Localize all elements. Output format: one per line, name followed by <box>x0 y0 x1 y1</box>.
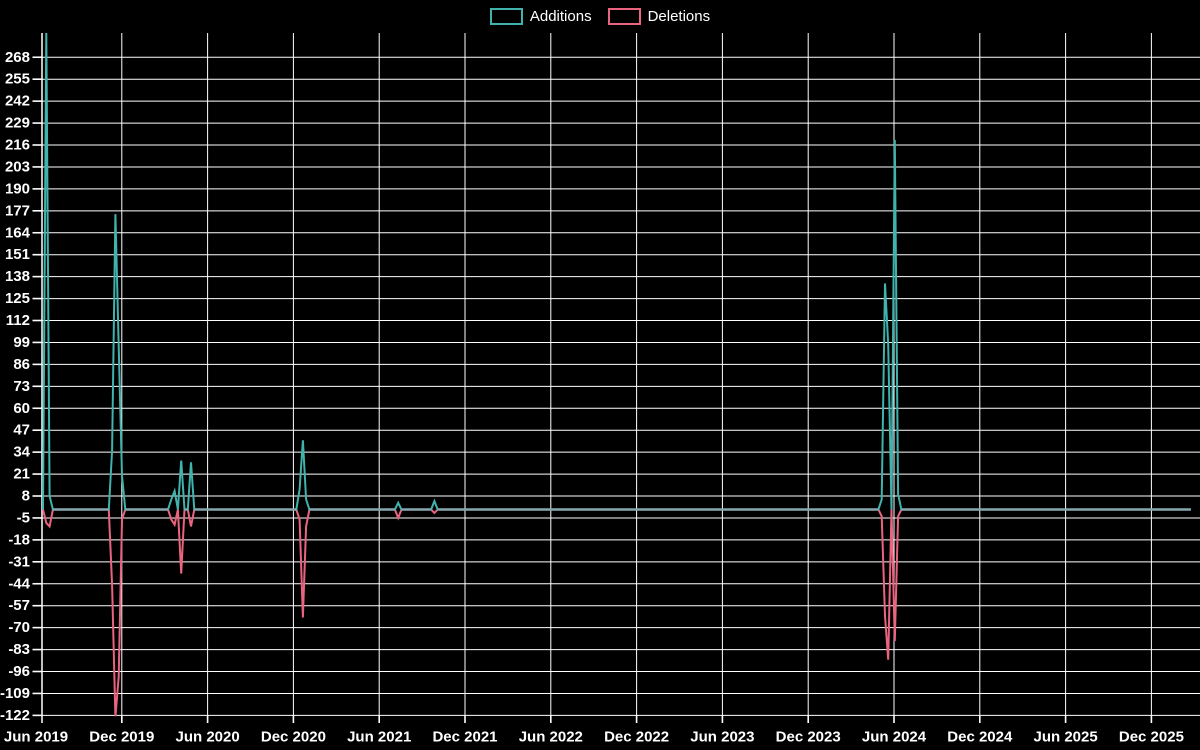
additions-swatch-icon <box>489 8 523 25</box>
y-axis-label: 73 <box>13 378 30 395</box>
x-axis-label: Dec 2020 <box>261 729 326 746</box>
y-axis-label: 125 <box>5 290 30 307</box>
x-axis-label: Dec 2023 <box>776 729 841 746</box>
x-axis-label: Jun 2025 <box>1033 729 1097 746</box>
y-axis-label: 229 <box>5 115 30 132</box>
legend-label-additions: Additions <box>529 8 592 25</box>
x-axis-label: Jun 2024 <box>862 729 927 746</box>
x-axis-label: Jun 2022 <box>519 729 583 746</box>
y-axis-label: 268 <box>5 49 30 66</box>
x-axis-label: Dec 2022 <box>604 729 669 746</box>
y-axis-label: -44 <box>8 575 30 592</box>
y-axis-label: 47 <box>13 422 30 439</box>
y-axis-label: 138 <box>5 268 30 285</box>
y-axis-label: 21 <box>13 466 30 483</box>
y-axis-label: -122 <box>0 707 30 724</box>
chart-legend: Additions Deletions <box>0 8 1200 25</box>
grid <box>32 33 1200 723</box>
y-axis-label: 216 <box>5 137 30 154</box>
x-axis-label: Jun 2020 <box>175 729 239 746</box>
y-axis-label: -109 <box>0 685 30 702</box>
legend-item-deletions[interactable]: Deletions <box>607 8 711 25</box>
x-axis-label: Dec 2021 <box>432 729 497 746</box>
y-axis-label: 190 <box>5 180 30 197</box>
x-axis-label: Dec 2019 <box>89 729 154 746</box>
y-axis-label: 60 <box>13 400 30 417</box>
y-axis-label: -5 <box>17 509 30 526</box>
y-axis-label: -70 <box>8 619 30 636</box>
y-axis-label: 151 <box>5 246 30 263</box>
y-axis-label: -31 <box>8 553 30 570</box>
y-axis-label: -57 <box>8 597 30 614</box>
x-axis-label: Jun 2019 <box>4 729 68 746</box>
y-axis-label: 177 <box>5 202 30 219</box>
y-axis-label: 255 <box>5 71 30 88</box>
x-axis-label: Jun 2023 <box>690 729 754 746</box>
plot-area <box>42 33 1191 717</box>
deletions-line <box>42 508 1191 717</box>
y-axis-label: 164 <box>5 224 31 241</box>
legend-item-additions[interactable]: Additions <box>489 8 592 25</box>
y-axis-label: 99 <box>13 334 30 351</box>
y-axis-label: -18 <box>8 531 30 548</box>
x-axis-label: Jun 2021 <box>347 729 411 746</box>
y-axis-label: 112 <box>6 312 30 329</box>
y-axis-label: -96 <box>8 663 30 680</box>
legend-label-deletions: Deletions <box>647 8 711 25</box>
y-axis-label: 203 <box>5 158 30 175</box>
additions-line <box>42 33 1191 511</box>
y-axis-label: 8 <box>22 488 30 505</box>
y-axis-label: 86 <box>13 356 30 373</box>
x-axis-label: Dec 2024 <box>947 729 1013 746</box>
x-axis-label: Dec 2025 <box>1119 729 1184 746</box>
y-axis-label: -83 <box>8 641 30 658</box>
y-axis-label: 242 <box>5 93 30 110</box>
deletions-swatch-icon <box>607 8 641 25</box>
y-axis-label: 34 <box>13 444 30 461</box>
